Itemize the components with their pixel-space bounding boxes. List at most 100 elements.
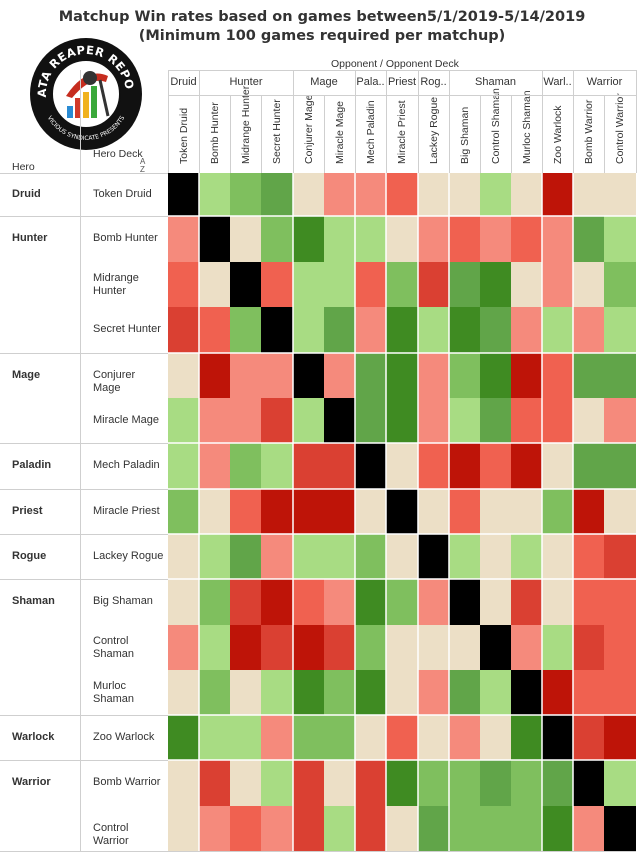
heat-cell-5-12[interactable] <box>542 398 573 443</box>
heat-cell-5-3[interactable] <box>261 398 293 443</box>
heat-cell-6-6[interactable] <box>355 443 386 489</box>
heat-cell-1-6[interactable] <box>355 216 386 262</box>
heat-cell-0-6[interactable] <box>355 173 386 216</box>
heat-cell-8-7[interactable] <box>386 534 418 579</box>
heat-cell-7-12[interactable] <box>542 489 573 534</box>
heat-cell-2-1[interactable] <box>199 262 230 307</box>
heat-cell-12-12[interactable] <box>542 715 573 760</box>
heat-cell-10-10[interactable] <box>480 625 511 670</box>
heat-cell-1-7[interactable] <box>386 216 418 262</box>
heat-cell-13-12[interactable] <box>542 760 573 806</box>
heat-cell-2-11[interactable] <box>511 262 542 307</box>
heat-cell-14-1[interactable] <box>199 806 230 851</box>
heat-cell-12-1[interactable] <box>199 715 230 760</box>
heat-cell-3-13[interactable] <box>573 307 604 353</box>
heat-cell-12-8[interactable] <box>418 715 449 760</box>
heat-cell-11-12[interactable] <box>542 670 573 715</box>
heat-cell-0-1[interactable] <box>199 173 230 216</box>
heat-cell-13-5[interactable] <box>324 760 355 806</box>
heat-cell-5-0[interactable] <box>168 398 199 443</box>
heat-cell-6-10[interactable] <box>480 443 511 489</box>
heat-cell-11-13[interactable] <box>573 670 604 715</box>
heat-cell-13-1[interactable] <box>199 760 230 806</box>
heat-cell-11-11[interactable] <box>511 670 542 715</box>
heat-cell-9-8[interactable] <box>418 579 449 625</box>
heat-cell-6-9[interactable] <box>449 443 480 489</box>
heat-cell-9-0[interactable] <box>168 579 199 625</box>
heat-cell-0-10[interactable] <box>480 173 511 216</box>
heat-cell-6-2[interactable] <box>230 443 261 489</box>
heat-cell-9-14[interactable] <box>604 579 636 625</box>
heat-cell-3-2[interactable] <box>230 307 261 353</box>
heat-cell-0-8[interactable] <box>418 173 449 216</box>
heat-cell-12-9[interactable] <box>449 715 480 760</box>
heat-cell-1-2[interactable] <box>230 216 261 262</box>
heat-cell-13-9[interactable] <box>449 760 480 806</box>
heat-cell-9-3[interactable] <box>261 579 293 625</box>
heat-cell-4-2[interactable] <box>230 353 261 398</box>
heat-cell-11-8[interactable] <box>418 670 449 715</box>
heat-cell-0-7[interactable] <box>386 173 418 216</box>
heat-cell-1-8[interactable] <box>418 216 449 262</box>
heat-cell-0-2[interactable] <box>230 173 261 216</box>
heat-cell-10-9[interactable] <box>449 625 480 670</box>
heat-cell-12-6[interactable] <box>355 715 386 760</box>
heat-cell-14-0[interactable] <box>168 806 199 851</box>
heat-cell-2-14[interactable] <box>604 262 636 307</box>
heat-cell-10-7[interactable] <box>386 625 418 670</box>
heat-cell-4-11[interactable] <box>511 353 542 398</box>
heat-cell-13-11[interactable] <box>511 760 542 806</box>
heat-cell-2-8[interactable] <box>418 262 449 307</box>
heat-cell-9-11[interactable] <box>511 579 542 625</box>
heat-cell-4-0[interactable] <box>168 353 199 398</box>
heat-cell-0-4[interactable] <box>293 173 324 216</box>
heat-cell-4-6[interactable] <box>355 353 386 398</box>
heat-cell-3-10[interactable] <box>480 307 511 353</box>
heat-cell-12-14[interactable] <box>604 715 636 760</box>
heat-cell-2-4[interactable] <box>293 262 324 307</box>
heat-cell-7-3[interactable] <box>261 489 293 534</box>
heat-cell-12-0[interactable] <box>168 715 199 760</box>
heat-cell-4-1[interactable] <box>199 353 230 398</box>
heat-cell-2-3[interactable] <box>261 262 293 307</box>
heat-cell-14-6[interactable] <box>355 806 386 851</box>
heat-cell-2-12[interactable] <box>542 262 573 307</box>
heat-cell-5-8[interactable] <box>418 398 449 443</box>
heat-cell-12-3[interactable] <box>261 715 293 760</box>
heat-cell-10-2[interactable] <box>230 625 261 670</box>
heat-cell-1-1[interactable] <box>199 216 230 262</box>
heat-cell-0-14[interactable] <box>604 173 636 216</box>
heat-cell-14-8[interactable] <box>418 806 449 851</box>
heat-cell-7-14[interactable] <box>604 489 636 534</box>
heat-cell-0-11[interactable] <box>511 173 542 216</box>
heat-cell-4-14[interactable] <box>604 353 636 398</box>
heat-cell-10-0[interactable] <box>168 625 199 670</box>
heat-cell-11-7[interactable] <box>386 670 418 715</box>
heat-cell-12-5[interactable] <box>324 715 355 760</box>
heat-cell-4-13[interactable] <box>573 353 604 398</box>
heat-cell-8-10[interactable] <box>480 534 511 579</box>
heat-cell-6-7[interactable] <box>386 443 418 489</box>
heat-cell-1-9[interactable] <box>449 216 480 262</box>
heat-cell-8-6[interactable] <box>355 534 386 579</box>
heat-cell-12-10[interactable] <box>480 715 511 760</box>
heat-cell-3-6[interactable] <box>355 307 386 353</box>
heat-cell-6-3[interactable] <box>261 443 293 489</box>
heat-cell-8-3[interactable] <box>261 534 293 579</box>
heat-cell-8-4[interactable] <box>293 534 324 579</box>
heat-cell-4-7[interactable] <box>386 353 418 398</box>
heat-cell-4-12[interactable] <box>542 353 573 398</box>
heat-cell-6-13[interactable] <box>573 443 604 489</box>
heat-cell-13-0[interactable] <box>168 760 199 806</box>
heat-cell-1-12[interactable] <box>542 216 573 262</box>
heat-cell-9-1[interactable] <box>199 579 230 625</box>
heat-cell-5-9[interactable] <box>449 398 480 443</box>
heat-cell-10-1[interactable] <box>199 625 230 670</box>
heat-cell-10-12[interactable] <box>542 625 573 670</box>
heat-cell-11-2[interactable] <box>230 670 261 715</box>
heat-cell-0-5[interactable] <box>324 173 355 216</box>
heat-cell-5-6[interactable] <box>355 398 386 443</box>
heat-cell-14-10[interactable] <box>480 806 511 851</box>
heat-cell-8-14[interactable] <box>604 534 636 579</box>
